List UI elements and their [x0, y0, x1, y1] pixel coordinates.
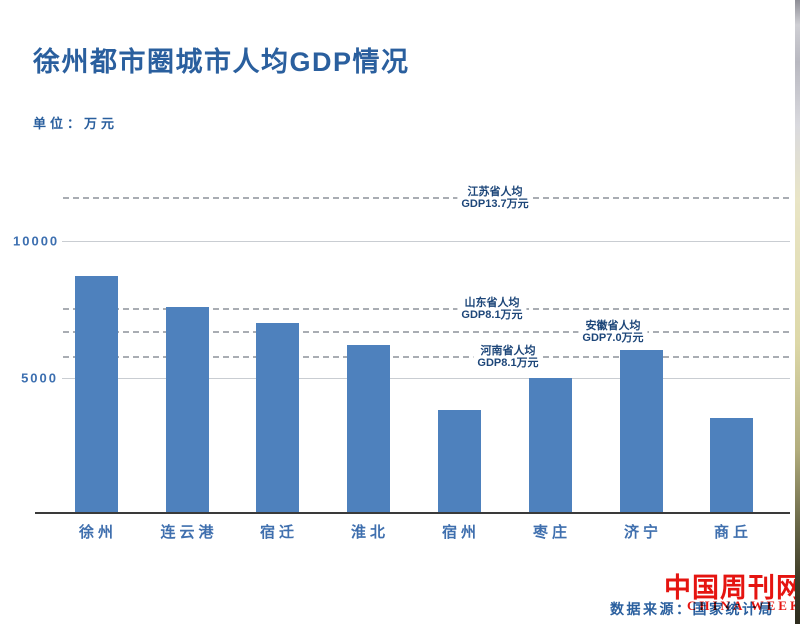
gridline-5000: [62, 377, 790, 379]
reference-line: [63, 331, 789, 334]
china-weekly-logo-en: CHINA WEEKLY: [687, 598, 800, 613]
bar-宿州: [437, 410, 481, 513]
bar-宿迁: [255, 322, 299, 513]
x-axis-label: 宿迁: [259, 524, 299, 541]
reference-line: [63, 197, 789, 200]
reference-line-label: 山东省人均 GDP8.1万元: [457, 295, 527, 322]
x-axis-label: 商丘: [713, 524, 753, 541]
x-axis-line: [35, 512, 790, 514]
page-title: 徐州都市圈城市人均GDP情况: [33, 47, 410, 77]
bar-连云港: [165, 306, 209, 513]
bar-济宁: [619, 350, 663, 513]
x-axis-label: 宿州: [441, 524, 481, 541]
gridline-10000: [62, 241, 790, 242]
x-axis-label: 济宁: [623, 524, 663, 541]
unit-label: 单位：万元: [33, 116, 119, 131]
reference-line-label: 江苏省人均 GDP13.7万元: [457, 185, 533, 212]
x-axis-label: 淮北: [350, 524, 390, 541]
bar-淮北: [346, 344, 390, 513]
x-axis-label: 徐州: [78, 524, 118, 541]
y-tick-label: 5000: [21, 370, 58, 385]
x-axis-label: 枣庄: [532, 524, 572, 541]
y-tick-label: 10000: [13, 233, 60, 249]
bar-商丘: [709, 418, 753, 513]
reference-line: [63, 355, 789, 358]
reference-line-label: 安徽省人均 GDP7.0万元: [578, 319, 648, 346]
bar-枣庄: [528, 377, 572, 513]
screen-edge-artifact: [795, 0, 800, 624]
reference-line: [63, 307, 789, 310]
data-source-label: 数据来源：国家统计局: [610, 601, 775, 617]
china-weekly-logo-cn: 中国周刊网: [664, 573, 800, 603]
x-axis-label: 连云港: [160, 524, 218, 541]
bar-徐州: [74, 276, 118, 513]
reference-line-label: 河南省人均 GDP8.1万元: [473, 343, 543, 370]
